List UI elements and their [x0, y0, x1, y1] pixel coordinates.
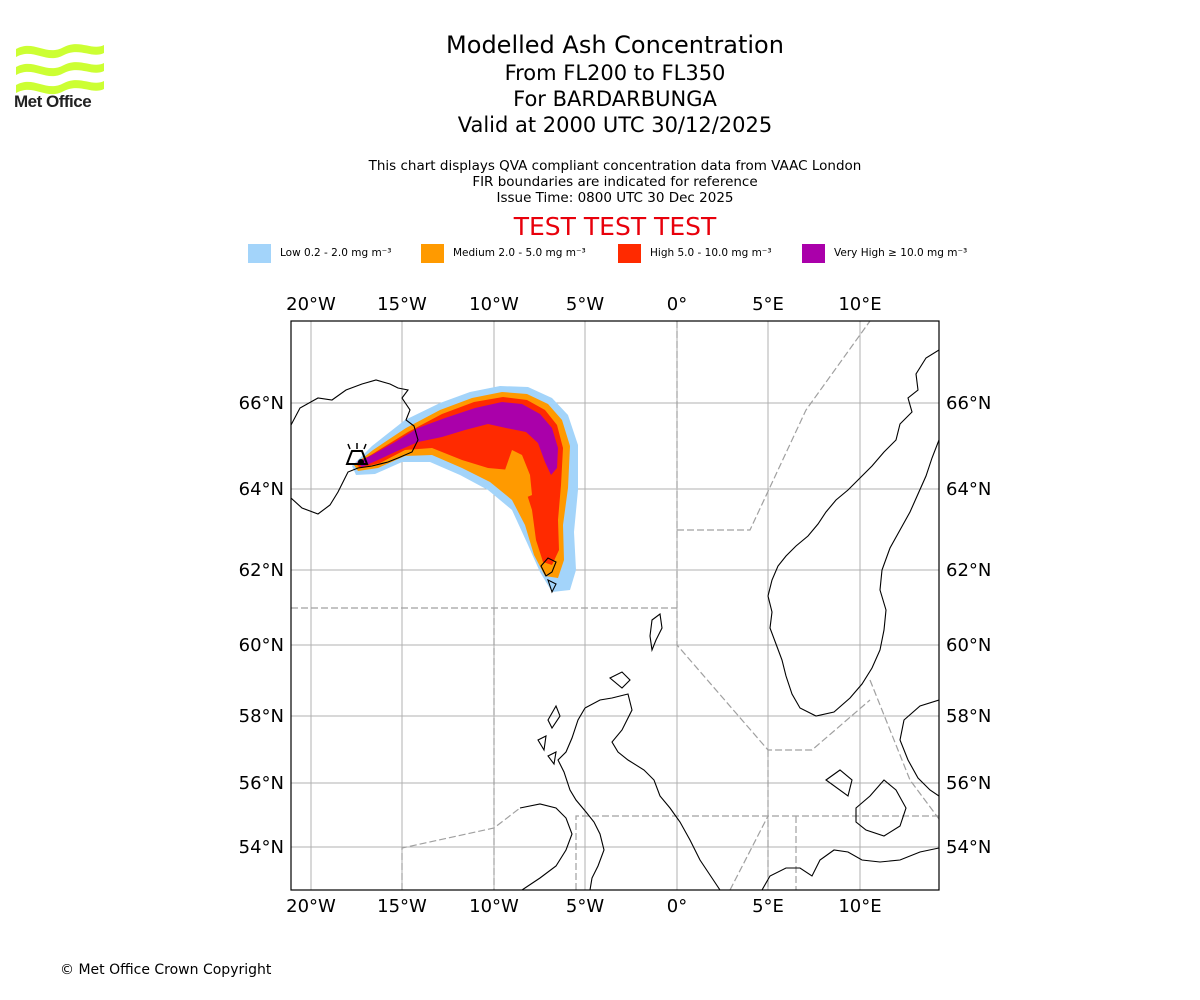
lon-bottom-10e: 10°E	[838, 896, 881, 917]
chart-title: Modelled Ash Concentration	[446, 31, 784, 59]
lon-bottom-5w: 5°W	[566, 896, 604, 917]
lat-left-62n: 62°N	[239, 560, 284, 581]
copyright: © Met Office Crown Copyright	[60, 962, 272, 978]
lat-left-56n: 56°N	[239, 773, 284, 794]
issue-time: Issue Time: 0800 UTC 30 Dec 2025	[496, 190, 734, 206]
lon-top-15w: 15°W	[377, 294, 427, 315]
lat-left-54n: 54°N	[239, 837, 284, 858]
lat-right-60n: 60°N	[946, 635, 991, 656]
lon-top-0: 0°	[667, 294, 687, 315]
lat-left-60n: 60°N	[239, 635, 284, 656]
lat-right-66n: 66°N	[946, 393, 991, 414]
lon-top-20w: 20°W	[286, 294, 336, 315]
lat-right-58n: 58°N	[946, 706, 991, 727]
legend-item-low: Low 0.2 - 2.0 mg m⁻³	[248, 243, 391, 263]
lat-right-62n: 62°N	[946, 560, 991, 581]
ash-medium-inner	[505, 450, 532, 500]
coastlines	[291, 349, 939, 890]
lon-bottom-10w: 10°W	[469, 896, 519, 917]
valid-time: Valid at 2000 UTC 30/12/2025	[457, 113, 773, 137]
legend-swatch-very-high	[802, 243, 825, 263]
legend-swatch-high	[618, 243, 641, 263]
volcano-icon	[345, 443, 369, 465]
legend-label-very-high: Very High ≥ 10.0 mg m⁻³	[834, 247, 968, 259]
legend: Low 0.2 - 2.0 mg m⁻³ Medium 2.0 - 5.0 mg…	[248, 243, 1008, 263]
ash-very-high	[357, 402, 558, 475]
map-frame	[290, 320, 940, 891]
legend-item-very-high: Very High ≥ 10.0 mg m⁻³	[802, 243, 967, 263]
legend-label-low: Low 0.2 - 2.0 mg m⁻³	[280, 247, 392, 259]
lat-right-64n: 64°N	[946, 479, 991, 500]
legend-label-medium: Medium 2.0 - 5.0 mg m⁻³	[453, 247, 586, 259]
logo-text: Met Office	[14, 92, 92, 111]
legend-swatch-low	[248, 243, 271, 263]
lon-top-5e: 5°E	[752, 294, 784, 315]
lon-top-10w: 10°W	[469, 294, 519, 315]
test-banner: TEST TEST TEST	[513, 212, 717, 241]
lon-top-10e: 10°E	[838, 294, 881, 315]
legend-label-high: High 5.0 - 10.0 mg m⁻³	[650, 247, 772, 259]
fir-boundaries	[291, 321, 939, 890]
lat-left-64n: 64°N	[239, 479, 284, 500]
lon-bottom-15w: 15°W	[377, 896, 427, 917]
lon-top-5w: 5°W	[566, 294, 604, 315]
lon-bottom-20w: 20°W	[286, 896, 336, 917]
lat-right-56n: 56°N	[946, 773, 991, 794]
lat-right-54n: 54°N	[946, 837, 991, 858]
lat-left-66n: 66°N	[239, 393, 284, 414]
description-line-1: This chart displays QVA compliant concen…	[368, 158, 862, 174]
legend-swatch-medium	[421, 243, 444, 263]
lon-bottom-5e: 5°E	[752, 896, 784, 917]
description-block: This chart displays QVA compliant concen…	[315, 158, 915, 206]
met-office-logo-icon	[16, 44, 104, 95]
volcano-name: For BARDARBUNGA	[513, 87, 717, 111]
legend-item-high: High 5.0 - 10.0 mg m⁻³	[618, 243, 772, 263]
lat-left-58n: 58°N	[239, 706, 284, 727]
flight-levels: From FL200 to FL350	[504, 61, 726, 85]
lon-bottom-0: 0°	[667, 896, 687, 917]
map-gridlines	[291, 321, 939, 890]
legend-item-medium: Medium 2.0 - 5.0 mg m⁻³	[421, 243, 586, 263]
description-line-2: FIR boundaries are indicated for referen…	[472, 174, 758, 190]
title-block: Modelled Ash Concentration From FL200 to…	[315, 30, 915, 138]
axis-labels: 20°W 15°W 10°W 5°W 0° 5°E 10°E 20°W 15°W…	[239, 294, 992, 917]
ash-plume	[352, 386, 578, 592]
